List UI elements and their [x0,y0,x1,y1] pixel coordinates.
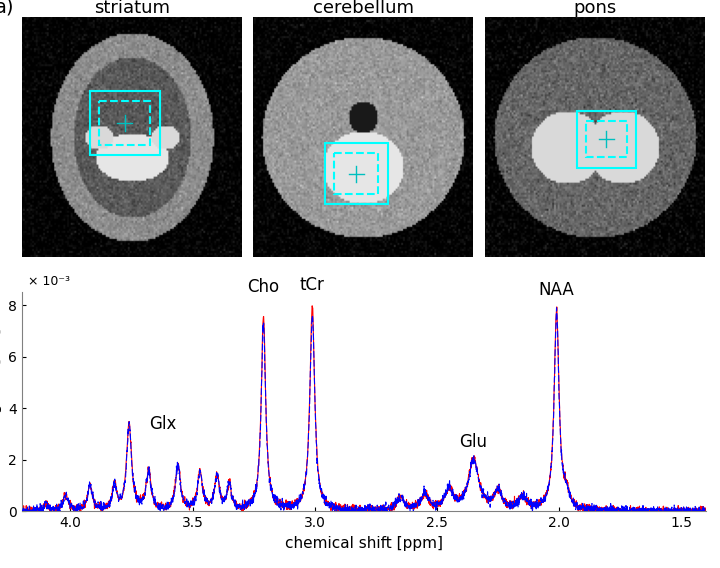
Y-axis label: norm. sig. int. [a.u]: norm. sig. int. [a.u] [0,328,2,475]
Text: Cho: Cho [248,278,279,296]
Title: cerebellum: cerebellum [313,0,414,17]
Text: × 10⁻³: × 10⁻³ [29,275,71,288]
Bar [586,122,626,157]
Text: a): a) [0,0,14,17]
Title: pons: pons [574,0,617,17]
Title: striatum: striatum [94,0,170,17]
X-axis label: chemical shift [ppm]: chemical shift [ppm] [284,536,443,550]
Text: tCr: tCr [300,275,325,294]
Bar [334,153,378,194]
Bar [325,144,387,204]
Bar [577,111,636,168]
Bar [99,101,150,145]
Text: NAA: NAA [539,281,575,299]
Text: Glu: Glu [459,433,487,451]
Bar [89,91,160,156]
Text: Glx: Glx [150,415,177,433]
